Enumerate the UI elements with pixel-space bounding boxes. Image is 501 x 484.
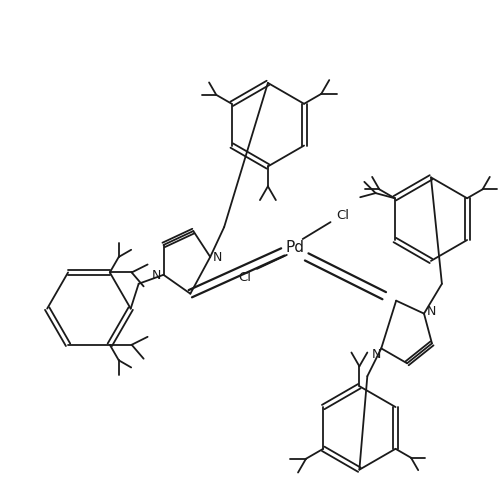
Text: Cl: Cl: [336, 208, 349, 221]
Text: N: N: [372, 347, 381, 360]
Text: N: N: [212, 251, 222, 264]
Text: N: N: [152, 269, 161, 282]
Text: Pd: Pd: [285, 240, 304, 255]
Text: N: N: [426, 304, 436, 318]
Text: Cl: Cl: [238, 271, 252, 284]
